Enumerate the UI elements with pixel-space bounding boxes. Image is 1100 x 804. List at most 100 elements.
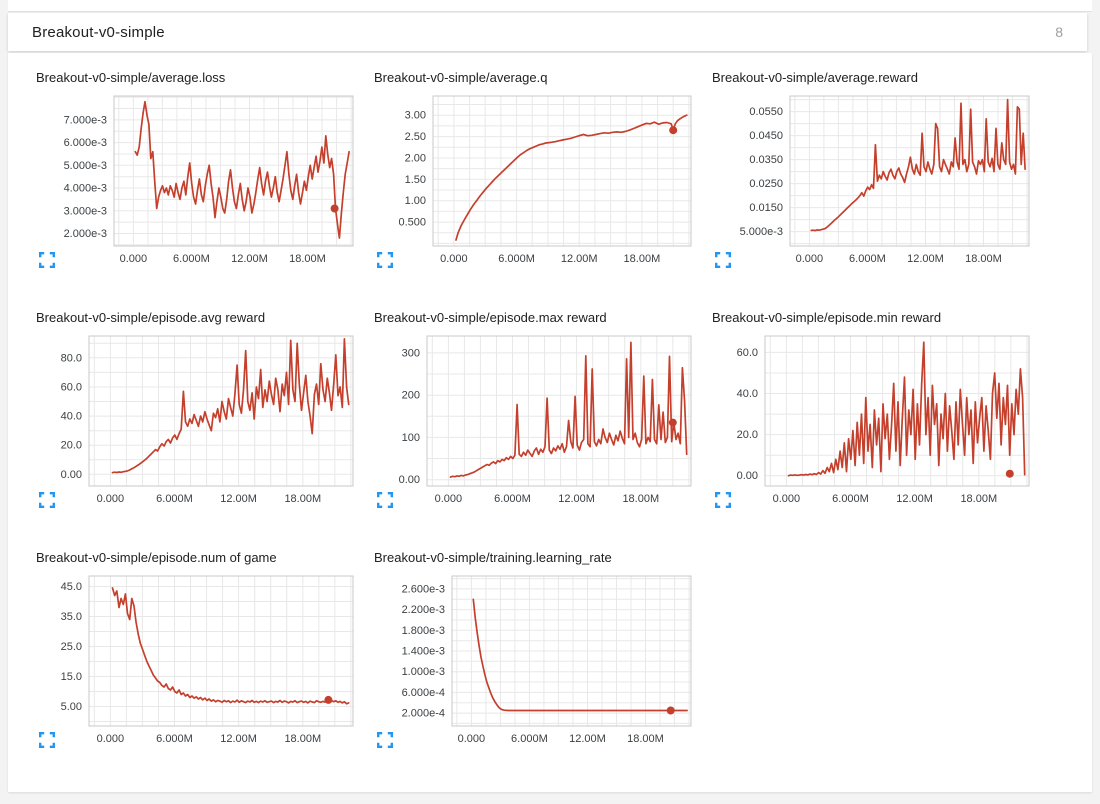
chart-title: Breakout-v0-simple/episode.num of game bbox=[36, 550, 277, 565]
fullscreen-button[interactable] bbox=[377, 492, 393, 508]
y-tick-label: 1.400e-3 bbox=[402, 646, 445, 658]
x-tick-label: 12.00M bbox=[907, 253, 944, 265]
chart-plot: 2.000e-4 6.000e-4 1.000e-3 1.400e-3 1.800e-3… bbox=[402, 575, 692, 745]
x-tick-label: 18.00M bbox=[960, 493, 997, 505]
charts-grid: Breakout-v0-simple/average.loss 2.000e-3 3… bbox=[35, 68, 1049, 788]
x-tick-label: 0.000 bbox=[97, 733, 125, 745]
y-tick-label: 300 bbox=[402, 347, 420, 359]
x-tick-label: 18.00M bbox=[622, 493, 659, 505]
x-tick-label: 6.000M bbox=[494, 493, 531, 505]
chart-title: Breakout-v0-simple/episode.min reward bbox=[712, 310, 942, 325]
chart-card: Breakout-v0-simple/training.learning_rat… bbox=[373, 548, 703, 788]
x-tick-label: 6.000M bbox=[511, 733, 548, 745]
x-tick-label: 18.00M bbox=[627, 733, 664, 745]
y-tick-label: 6.000e-3 bbox=[64, 137, 107, 149]
y-tick-label: 1.50 bbox=[405, 174, 426, 186]
chart-card: Breakout-v0-simple/episode.max reward 0.0… bbox=[373, 308, 703, 548]
x-tick-label: 18.00M bbox=[965, 253, 1002, 265]
x-tick-label: 12.00M bbox=[561, 253, 598, 265]
y-tick-label: 1.00 bbox=[405, 195, 426, 207]
y-tick-label: 5.00 bbox=[61, 701, 82, 713]
chart-title: Breakout-v0-simple/episode.avg reward bbox=[36, 310, 266, 325]
fullscreen-button[interactable] bbox=[39, 732, 55, 748]
x-tick-label: 18.00M bbox=[624, 253, 661, 265]
y-tick-label: 5.000e-3 bbox=[740, 226, 783, 238]
y-tick-label: 5.000e-3 bbox=[64, 160, 107, 172]
chart-plot: 0.500 1.00 1.50 2.00 2.50 3.00 0.000 6.000M 12.0… bbox=[398, 95, 692, 265]
data-line bbox=[472, 598, 688, 712]
x-tick-label: 18.00M bbox=[289, 253, 326, 265]
x-tick-label: 6.000M bbox=[498, 253, 535, 265]
x-tick-label: 12.00M bbox=[220, 733, 257, 745]
x-tick-label: 0.000 bbox=[97, 493, 125, 505]
y-tick-label: 20.0 bbox=[737, 429, 758, 441]
category-header[interactable]: Breakout-v0-simple 8 bbox=[8, 13, 1087, 51]
x-tick-label: 12.00M bbox=[220, 493, 257, 505]
y-tick-label: 60.0 bbox=[737, 347, 758, 359]
fullscreen-button[interactable] bbox=[377, 252, 393, 268]
x-tick-label: 0.000 bbox=[458, 733, 486, 745]
chart-title: Breakout-v0-simple/episode.max reward bbox=[374, 310, 607, 325]
y-tick-label: 2.200e-3 bbox=[402, 604, 445, 616]
x-tick-label: 6.000M bbox=[173, 253, 210, 265]
x-tick-label: 6.000M bbox=[156, 493, 193, 505]
y-tick-label: 2.000e-3 bbox=[64, 228, 107, 240]
plot-border bbox=[88, 575, 354, 727]
x-tick-label: 18.00M bbox=[284, 493, 321, 505]
data-line bbox=[111, 338, 350, 474]
y-tick-label: 100 bbox=[402, 432, 420, 444]
chart-card: Breakout-v0-simple/average.reward 5.000e-… bbox=[711, 68, 1041, 308]
x-tick-label: 0.000 bbox=[120, 253, 148, 265]
y-tick-label: 2.50 bbox=[405, 131, 426, 143]
chart-card: Breakout-v0-simple/episode.avg reward 0.0… bbox=[35, 308, 365, 548]
data-line bbox=[449, 341, 688, 478]
fullscreen-button[interactable] bbox=[715, 492, 731, 508]
fullscreen-button[interactable] bbox=[39, 252, 55, 268]
plot-border bbox=[426, 335, 692, 487]
x-tick-label: 0.000 bbox=[773, 493, 801, 505]
chart-plot: 2.000e-3 3.000e-3 4.000e-3 5.000e-3 6.000e-3… bbox=[64, 95, 354, 265]
y-tick-label: 6.000e-4 bbox=[402, 687, 445, 699]
x-tick-label: 12.00M bbox=[896, 493, 933, 505]
x-tick-label: 0.000 bbox=[435, 493, 463, 505]
y-tick-label: 4.000e-3 bbox=[64, 183, 107, 195]
y-tick-label: 25.0 bbox=[61, 641, 82, 653]
y-tick-label: 0.0550 bbox=[749, 106, 783, 118]
chart-card: Breakout-v0-simple/average.loss 2.000e-3 3… bbox=[35, 68, 365, 308]
fullscreen-button[interactable] bbox=[377, 732, 393, 748]
chart-card: Breakout-v0-simple/episode.min reward 0.0… bbox=[711, 308, 1041, 548]
fullscreen-expand-icon bbox=[39, 252, 55, 268]
y-tick-label: 80.0 bbox=[61, 352, 82, 364]
last-step-marker bbox=[324, 695, 333, 704]
y-tick-label: 0.0250 bbox=[749, 178, 783, 190]
y-tick-label: 0.0450 bbox=[749, 130, 783, 142]
y-tick-label: 3.00 bbox=[405, 110, 426, 122]
plot-border bbox=[88, 335, 354, 487]
y-tick-label: 0.00 bbox=[399, 474, 420, 486]
y-tick-label: 20.0 bbox=[61, 440, 82, 452]
plot-border bbox=[764, 335, 1030, 487]
x-tick-label: 6.000M bbox=[156, 733, 193, 745]
fullscreen-button[interactable] bbox=[39, 492, 55, 508]
plot-border bbox=[451, 575, 692, 727]
y-tick-label: 40.0 bbox=[737, 388, 758, 400]
last-step-marker bbox=[1005, 469, 1014, 478]
y-tick-label: 1.000e-3 bbox=[402, 666, 445, 678]
fullscreen-expand-icon bbox=[715, 252, 731, 268]
y-tick-label: 0.0350 bbox=[749, 154, 783, 166]
y-tick-label: 0.00 bbox=[61, 469, 82, 481]
fullscreen-expand-icon bbox=[377, 252, 393, 268]
x-tick-label: 6.000M bbox=[832, 493, 869, 505]
fullscreen-expand-icon bbox=[715, 492, 731, 508]
fullscreen-button[interactable] bbox=[715, 252, 731, 268]
data-line bbox=[455, 114, 688, 241]
chart-title: Breakout-v0-simple/training.learning_rat… bbox=[374, 550, 612, 565]
data-line bbox=[787, 341, 1026, 477]
y-tick-label: 2.600e-3 bbox=[402, 583, 445, 595]
fullscreen-expand-icon bbox=[39, 732, 55, 748]
x-tick-label: 12.00M bbox=[231, 253, 268, 265]
chart-plot: 0.00 20.0 40.0 60.0 0.000 6.000M 12.00M 18.00M bbox=[737, 335, 1030, 505]
x-tick-label: 0.000 bbox=[440, 253, 468, 265]
last-step-marker bbox=[668, 418, 677, 427]
plot-border bbox=[789, 95, 1030, 247]
